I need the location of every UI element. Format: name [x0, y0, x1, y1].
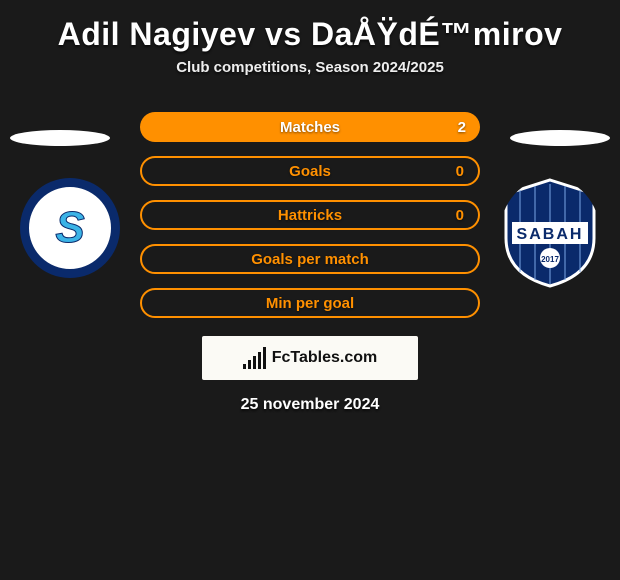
svg-text:2017: 2017 — [541, 255, 559, 264]
generated-date: 25 november 2024 — [0, 396, 620, 414]
svg-text:S: S — [55, 203, 84, 252]
left-club-logo: S — [20, 178, 120, 278]
stat-value: 0 — [456, 163, 464, 180]
site-name: FcTables.com — [272, 349, 378, 367]
stat-bar-matches: Matches 2 — [140, 112, 480, 142]
stat-label: Min per goal — [266, 295, 354, 312]
right-player-slot — [510, 130, 610, 146]
page-subtitle: Club competitions, Season 2024/2025 — [0, 59, 620, 98]
site-attribution: FcTables.com — [0, 336, 620, 380]
page-title: Adil Nagiyev vs DaÅŸdÉ™mirov — [0, 0, 620, 59]
stat-bar-goals: Goals 0 — [140, 156, 480, 186]
stat-value: 0 — [456, 207, 464, 224]
svg-text:SABAH: SABAH — [517, 226, 584, 243]
left-player-slot — [10, 130, 110, 146]
stat-bar-min-per-goal: Min per goal — [140, 288, 480, 318]
stat-label: Goals per match — [251, 251, 369, 268]
stat-label: Matches — [280, 119, 340, 136]
stat-label: Hattricks — [278, 207, 342, 224]
stat-bar-goals-per-match: Goals per match — [140, 244, 480, 274]
bar-chart-icon — [243, 347, 266, 369]
right-club-logo: SABAH 2017 — [500, 178, 600, 288]
stat-value: 2 — [458, 119, 466, 136]
stat-bar-hattricks: Hattricks 0 — [140, 200, 480, 230]
stat-label: Goals — [289, 163, 331, 180]
